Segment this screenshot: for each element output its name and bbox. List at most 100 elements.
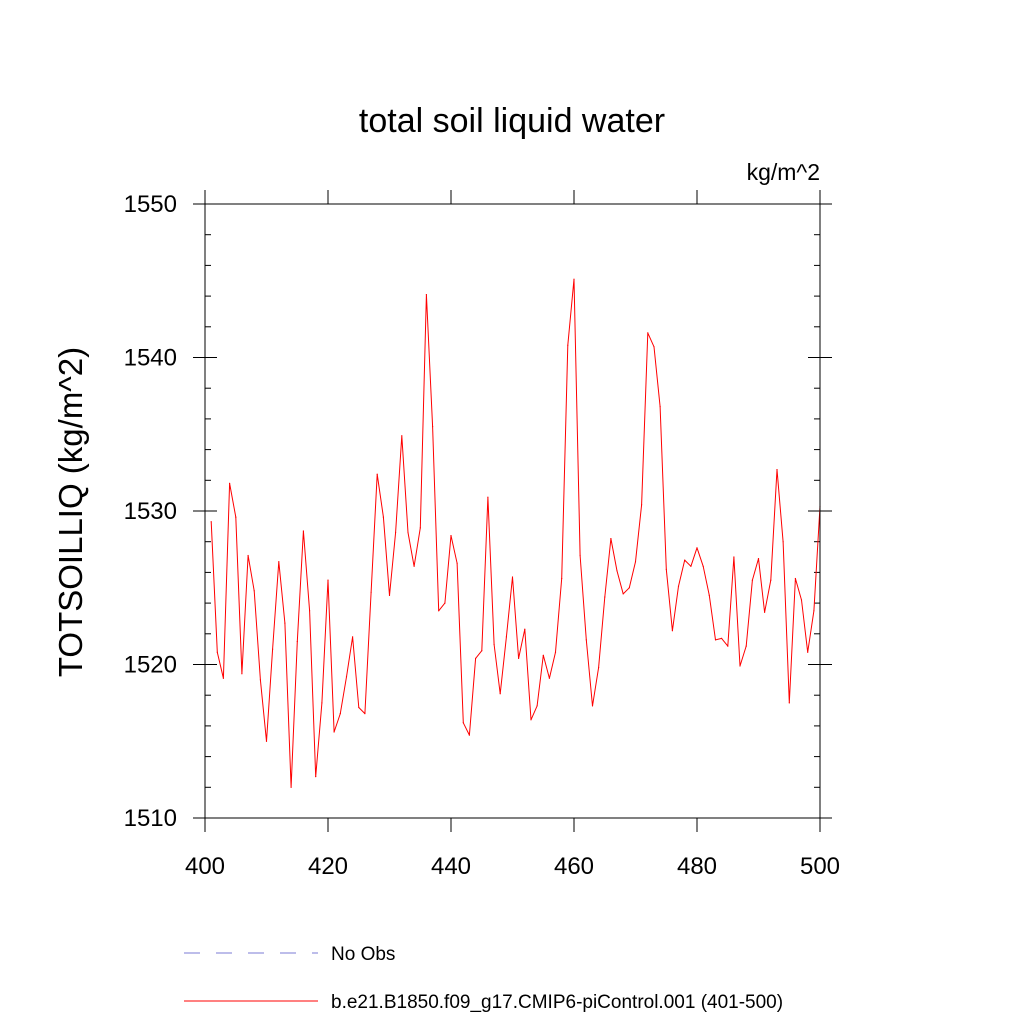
data-point <box>511 576 514 578</box>
x-tick-label: 420 <box>308 853 348 880</box>
data-point <box>352 636 354 638</box>
data-point <box>345 676 348 678</box>
data-point <box>505 636 507 638</box>
data-point <box>309 610 311 612</box>
data-point <box>561 577 563 580</box>
data-point <box>788 702 790 704</box>
data-point <box>733 556 735 558</box>
data-point <box>241 673 243 675</box>
data-point <box>432 426 434 428</box>
y-tick-labels: 1510 1520 1530 1540 1550 <box>124 191 177 832</box>
data-point <box>229 482 231 484</box>
data-point <box>284 622 286 624</box>
data-point <box>598 667 600 669</box>
y-tick-label: 1520 <box>124 652 177 679</box>
data-point <box>782 541 784 543</box>
data-point <box>659 406 661 408</box>
data-point <box>665 568 667 570</box>
data-point <box>813 610 815 612</box>
chart-title: total soil liquid water <box>359 102 665 140</box>
y-axis-label: TOTSOILLIQ (kg/m^2) <box>52 347 89 677</box>
data-point <box>265 740 268 742</box>
legend-label-model: b.e21.B1850.f09_g17.CMIP6-piControl.001 … <box>331 992 783 1013</box>
data-point <box>807 651 809 653</box>
data-point <box>745 645 747 647</box>
data-point <box>376 473 378 475</box>
data-point <box>468 734 470 736</box>
data-point <box>493 643 495 646</box>
plot-frame <box>204 203 821 819</box>
data-point <box>456 562 458 564</box>
series-points <box>210 278 821 788</box>
x-tick-label: 500 <box>800 853 840 880</box>
data-point <box>634 561 637 563</box>
series-line <box>210 278 821 788</box>
data-point <box>764 611 766 613</box>
data-point <box>462 722 464 724</box>
data-point <box>524 628 526 630</box>
data-point <box>302 530 304 532</box>
data-point <box>370 591 372 594</box>
data-point <box>696 547 698 549</box>
data-point <box>216 651 218 653</box>
data-point <box>444 602 446 604</box>
data-point <box>530 719 532 721</box>
units-label: kg/m^2 <box>747 159 820 185</box>
legend: No Obs b.e21.B1850.f09_g17.CMIP6-piContr… <box>184 944 783 1013</box>
y-tick-label: 1530 <box>124 498 177 525</box>
data-point <box>419 527 421 529</box>
data-point <box>727 645 729 647</box>
data-point <box>542 654 544 656</box>
y-tick-label: 1540 <box>124 345 177 372</box>
data-point <box>210 521 212 523</box>
data-point <box>333 731 335 733</box>
data-point <box>671 630 674 632</box>
data-point <box>800 599 803 601</box>
data-point <box>554 651 557 653</box>
data-point <box>641 504 643 506</box>
data-point <box>708 594 710 597</box>
data-point <box>327 579 329 581</box>
data-point <box>548 677 551 679</box>
data-point <box>315 776 317 778</box>
data-point <box>702 565 704 567</box>
data-point <box>776 469 778 471</box>
data-point <box>518 657 520 660</box>
x-tick-label: 440 <box>431 853 471 880</box>
data-point <box>413 565 415 567</box>
data-point <box>499 693 501 695</box>
data-point <box>573 278 575 280</box>
data-point <box>579 554 581 557</box>
data-point <box>259 679 261 681</box>
data-point <box>690 565 692 567</box>
data-point <box>751 579 754 581</box>
data-point <box>425 294 427 296</box>
data-point <box>622 593 624 595</box>
data-point <box>253 590 255 592</box>
data-point <box>677 585 680 587</box>
data-point <box>296 640 298 643</box>
x-tick-label: 460 <box>554 853 594 880</box>
data-point <box>388 594 391 597</box>
legend-label-no-obs: No Obs <box>331 944 395 965</box>
data-point <box>684 559 686 561</box>
data-point <box>407 531 409 534</box>
data-point <box>721 637 723 640</box>
data-point <box>616 570 618 572</box>
data-point <box>321 702 323 704</box>
data-point <box>222 677 224 679</box>
data-point <box>339 713 341 715</box>
data-point <box>475 657 477 660</box>
data-point <box>487 496 489 498</box>
y-tick-label: 1550 <box>124 191 177 218</box>
data-point <box>382 516 384 518</box>
x-tick-labels: 400 420 440 460 480 500 <box>185 853 840 880</box>
data-point <box>272 648 274 650</box>
data-point <box>714 639 717 641</box>
data-point <box>438 610 440 612</box>
data-point <box>567 344 569 346</box>
data-point <box>628 587 630 589</box>
data-point <box>290 786 292 788</box>
data-point <box>481 650 483 652</box>
